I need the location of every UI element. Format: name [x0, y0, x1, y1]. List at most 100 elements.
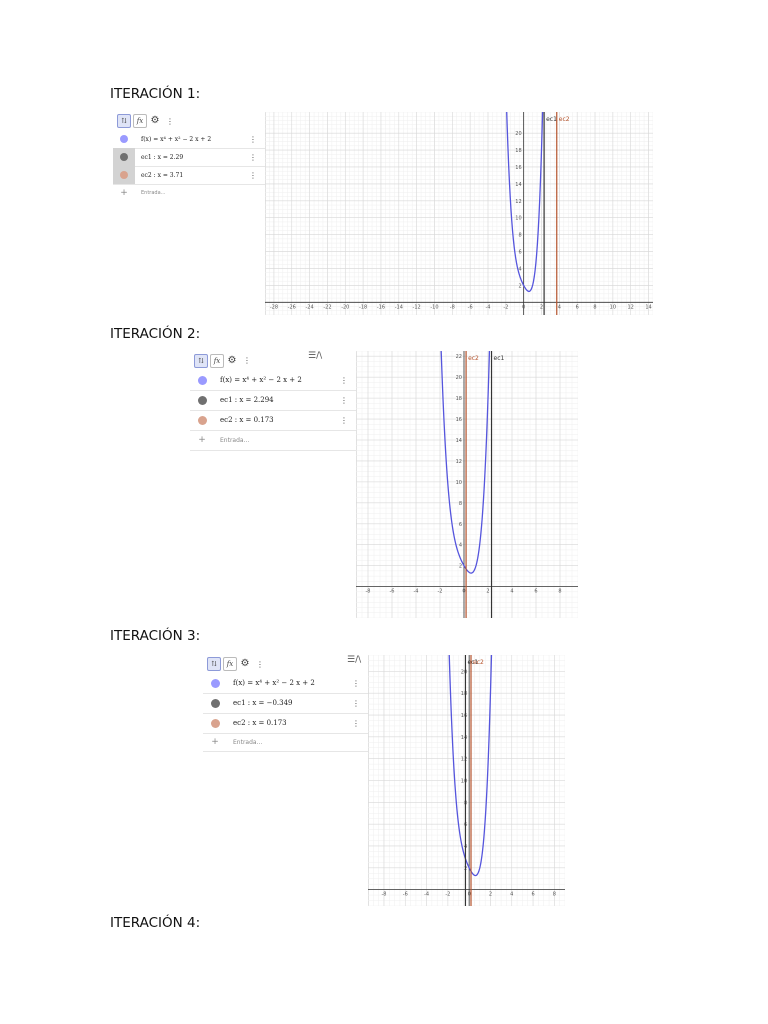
- algebra-view: ⇅ fx ⚙ ⋮ f(x) = x⁴ + x² − 2 x + 2 ⋮ ec1 …: [203, 655, 369, 906]
- x-tick-label: -8: [381, 892, 386, 898]
- x-tick-label: -6: [403, 892, 408, 898]
- input-placeholder[interactable]: Entrada...: [220, 436, 250, 444]
- input-bar[interactable]: + Entrada...: [203, 733, 368, 752]
- y-tick-label: 10: [515, 216, 521, 222]
- y-tick-label: 8: [459, 501, 462, 507]
- row-kebab-icon[interactable]: ⋮: [340, 395, 348, 405]
- y-tick-label: 14: [456, 438, 462, 444]
- visibility-dot[interactable]: [210, 698, 220, 708]
- x-tick-label: 2: [540, 304, 543, 310]
- algebra-row-function[interactable]: f(x) = x⁴ + x² − 2 x + 2 ⋮: [203, 673, 368, 694]
- y-tick-label: 4: [518, 266, 521, 272]
- y-tick-label: 18: [456, 396, 462, 402]
- row-kebab-icon[interactable]: ⋮: [352, 678, 360, 688]
- graphics-view[interactable]: -28 -26 -24 -22 -20 -18 -16 -14 -12 -10 -8 -6 -4 -2 0 2…: [265, 112, 653, 315]
- x-tick-label: 0: [522, 304, 525, 310]
- function-curve: [448, 655, 493, 877]
- kebab-icon[interactable]: ⋮: [243, 356, 251, 365]
- x-tick-label: 14: [645, 304, 651, 310]
- x-tick-label: -12: [413, 304, 421, 310]
- plus-icon[interactable]: +: [211, 737, 219, 747]
- visibility-dot[interactable]: [210, 718, 220, 728]
- algebra-row-ec1[interactable]: ec1 : x = 2.294 ⋮: [190, 390, 356, 411]
- graphics-view[interactable]: -8-6-4-2024682468101214161820ec1ec2: [368, 655, 565, 906]
- x-tick-label: 0: [462, 589, 465, 595]
- row-kebab-icon[interactable]: ⋮: [352, 698, 360, 708]
- x-tick-label: -8: [366, 589, 371, 595]
- y-tick-label: 6: [459, 522, 462, 528]
- x-tick-label: -10: [430, 304, 438, 310]
- plus-icon[interactable]: +: [198, 435, 206, 445]
- ec2-label: ec2: [559, 116, 570, 123]
- algebra-toolbar: ⇅ fx ⚙ ⋮: [190, 351, 356, 370]
- ec2-expression: ec2 : x = 0.173: [233, 719, 287, 727]
- algebra-view: ⇅ fx ⚙ ⋮ f(x) = x⁴ + x² − 2 x + 2 ⋮ ec1 …: [113, 112, 266, 315]
- fx-icon[interactable]: fx: [133, 114, 147, 128]
- visibility-dot[interactable]: [197, 375, 207, 385]
- algebra-row-ec2[interactable]: ec2 : x = 0.173 ⋮: [203, 713, 368, 734]
- x-tick-label: -24: [306, 304, 314, 310]
- y-tick-label: 2: [518, 283, 521, 289]
- chart-svg[interactable]: -8 -6 -4 -2 0 2 4 6 8 2 4 6 8 10 12 14 16 18 20 22 ec1 ec2: [356, 351, 578, 618]
- kebab-icon[interactable]: ⋮: [166, 116, 174, 126]
- plus-icon[interactable]: +: [120, 188, 128, 198]
- ec2-label: ec2: [468, 355, 479, 362]
- function-curve: [506, 112, 544, 293]
- ec2-expression: ec2 : x = 0.173: [220, 416, 274, 424]
- algebra-row-ec1[interactable]: ec1 : x = 2.29 ⋮: [113, 148, 265, 167]
- graphing-toggle-icon[interactable]: ⇅: [207, 657, 221, 671]
- visibility-dot[interactable]: [120, 153, 128, 161]
- fx-icon[interactable]: fx: [223, 657, 237, 671]
- graphing-toggle-icon[interactable]: ⇅: [194, 353, 208, 368]
- x-tick-label: -6: [390, 589, 395, 595]
- gear-icon[interactable]: ⚙: [240, 658, 250, 669]
- input-placeholder[interactable]: Entrada...: [233, 738, 263, 746]
- fx-icon[interactable]: fx: [210, 353, 224, 368]
- gear-icon[interactable]: ⚙: [150, 115, 160, 126]
- algebra-row-function[interactable]: f(x) = x⁴ + x² − 2 x + 2 ⋮: [190, 370, 356, 391]
- geogebra-panel-2: ⇅ fx ⚙ ⋮ f(x) = x⁴ + x² − 2 x + 2 ⋮ ec1 …: [190, 351, 578, 618]
- chart-svg[interactable]: -8-6-4-2024682468101214161820ec1ec2: [368, 655, 565, 906]
- y-tick-label: 18: [515, 148, 521, 154]
- y-tick-label: 20: [456, 375, 462, 381]
- ec1-label: ec1: [494, 355, 505, 362]
- row-kebab-icon[interactable]: ⋮: [340, 415, 348, 425]
- graphics-view[interactable]: -8 -6 -4 -2 0 2 4 6 8 2 4 6 8 10 12 14 16 18 20 22 ec1 ec2: [356, 351, 578, 618]
- input-bar[interactable]: + Entrada...: [113, 184, 265, 202]
- input-placeholder[interactable]: Entrada...: [141, 190, 166, 196]
- row-kebab-icon[interactable]: ⋮: [249, 134, 257, 144]
- row-kebab-icon[interactable]: ⋮: [249, 170, 257, 180]
- algebra-row-function[interactable]: f(x) = x⁴ + x² − 2 x + 2 ⋮: [113, 130, 265, 149]
- x-tick-label: -4: [424, 892, 429, 898]
- y-tick-label: 8: [518, 233, 521, 239]
- algebra-row-ec2[interactable]: ec2 : x = 3.71 ⋮: [113, 166, 265, 185]
- row-kebab-icon[interactable]: ⋮: [249, 152, 257, 162]
- ec1-label: ec1: [467, 659, 478, 666]
- y-tick-label: 20: [461, 669, 467, 675]
- y-tick-label: 6: [518, 250, 521, 256]
- chart-svg[interactable]: -28 -26 -24 -22 -20 -18 -16 -14 -12 -10 -8 -6 -4 -2 0 2…: [265, 112, 653, 315]
- visibility-dot[interactable]: [120, 171, 128, 179]
- x-tick-label: -6: [468, 304, 473, 310]
- graphing-toggle-icon[interactable]: ⇅: [117, 114, 131, 128]
- algebra-row-ec1[interactable]: ec1 : x = −0.349 ⋮: [203, 693, 368, 714]
- row-kebab-icon[interactable]: ⋮: [340, 375, 348, 385]
- menu-icon[interactable]: ☰/\: [347, 655, 362, 665]
- y-tick-label: 12: [515, 199, 521, 205]
- row-kebab-icon[interactable]: ⋮: [352, 718, 360, 728]
- visibility-dot[interactable]: [210, 678, 220, 688]
- visibility-dot[interactable]: [197, 395, 207, 405]
- y-tick-label: 10: [456, 480, 462, 486]
- input-bar[interactable]: + Entrada...: [190, 430, 356, 451]
- kebab-icon[interactable]: ⋮: [256, 659, 264, 669]
- iteration-4-heading: ITERACIÓN 4:: [110, 915, 201, 931]
- x-tick-label: -14: [395, 304, 403, 310]
- visibility-dot[interactable]: [197, 415, 207, 425]
- gear-icon[interactable]: ⚙: [227, 354, 237, 366]
- y-tick-label: 16: [456, 417, 462, 423]
- ec2-label: ec2: [473, 659, 484, 666]
- algebra-row-ec2[interactable]: ec2 : x = 0.173 ⋮: [190, 410, 356, 431]
- algebra-toolbar: ⇅ fx ⚙ ⋮: [203, 655, 368, 673]
- menu-icon[interactable]: ☰/\: [308, 351, 323, 361]
- visibility-dot[interactable]: [120, 135, 128, 143]
